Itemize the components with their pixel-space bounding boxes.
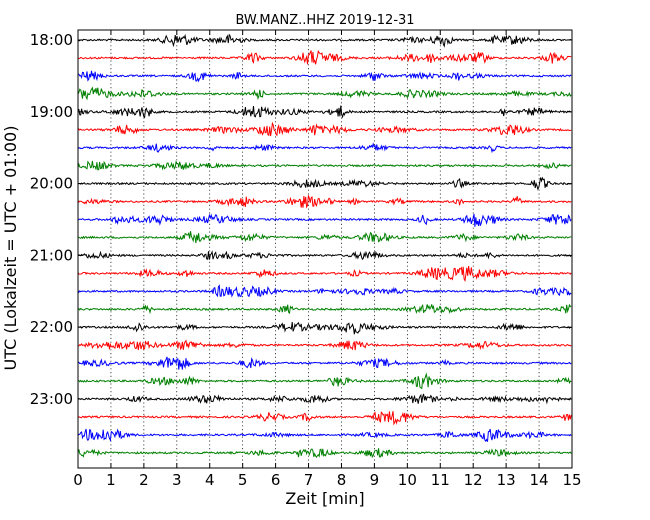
trace-line xyxy=(77,70,572,83)
trace-line xyxy=(77,49,572,65)
trace-line xyxy=(77,284,572,298)
grid-lines xyxy=(110,30,540,468)
plot-frame xyxy=(77,29,573,469)
x-tick-label: 7 xyxy=(304,471,314,489)
trace-line xyxy=(77,33,572,48)
trace-line xyxy=(77,121,572,137)
y-tick-label: 21:00 xyxy=(30,246,73,264)
y-tick-label: 23:00 xyxy=(30,390,73,408)
x-tick-label: 11 xyxy=(431,471,450,489)
x-tick-label: 10 xyxy=(398,471,417,489)
x-tick-label: 13 xyxy=(497,471,516,489)
y-tick-label: 18:00 xyxy=(30,31,73,49)
x-tick-label: 6 xyxy=(271,471,281,489)
x-tick-label: 3 xyxy=(172,471,182,489)
trace-line xyxy=(77,372,572,390)
x-tick-label: 1 xyxy=(106,471,116,489)
trace-line xyxy=(77,250,572,261)
trace-line xyxy=(77,448,572,459)
x-tick-label: 15 xyxy=(562,471,581,489)
trace-line xyxy=(77,142,572,154)
y-tick-label: 20:00 xyxy=(30,175,73,193)
trace-line xyxy=(77,213,572,227)
seismogram-traces xyxy=(77,33,572,459)
trace-line xyxy=(77,160,572,171)
trace-line xyxy=(77,321,572,335)
x-tick-label: 2 xyxy=(139,471,149,489)
y-tick-label: 22:00 xyxy=(30,318,73,336)
y-tick-label: 19:00 xyxy=(30,103,73,121)
x-tick-label: 12 xyxy=(464,471,483,489)
trace-line xyxy=(77,428,572,443)
trace-line xyxy=(77,356,572,370)
trace-line xyxy=(77,195,572,209)
x-tick-label: 4 xyxy=(205,471,215,489)
x-axis-label: Zeit [min] xyxy=(285,489,364,508)
trace-line xyxy=(77,303,572,315)
trace-line xyxy=(77,231,572,244)
x-tick-label: 9 xyxy=(370,471,380,489)
trace-line xyxy=(77,105,572,119)
trace-line xyxy=(77,393,572,405)
axis-ticks: 0 1 2 3 4 5 6 7 8 9 10 11 12 13 14 1518:0019:0020:0021:… xyxy=(30,30,582,489)
x-tick-label: 5 xyxy=(238,471,248,489)
trace-line xyxy=(77,86,572,101)
y-axis-label: UTC (Lokalzeit = UTC + 01:00) xyxy=(1,126,20,371)
x-tick-label: 0 xyxy=(73,471,83,489)
trace-line xyxy=(77,339,572,351)
trace-line xyxy=(77,266,572,283)
trace-line xyxy=(77,411,572,426)
trace-line xyxy=(77,176,572,191)
chart-title: BW.MANZ..HHZ 2019-12-31 xyxy=(235,13,414,28)
x-tick-label: 14 xyxy=(530,471,549,489)
x-tick-label: 8 xyxy=(337,471,347,489)
